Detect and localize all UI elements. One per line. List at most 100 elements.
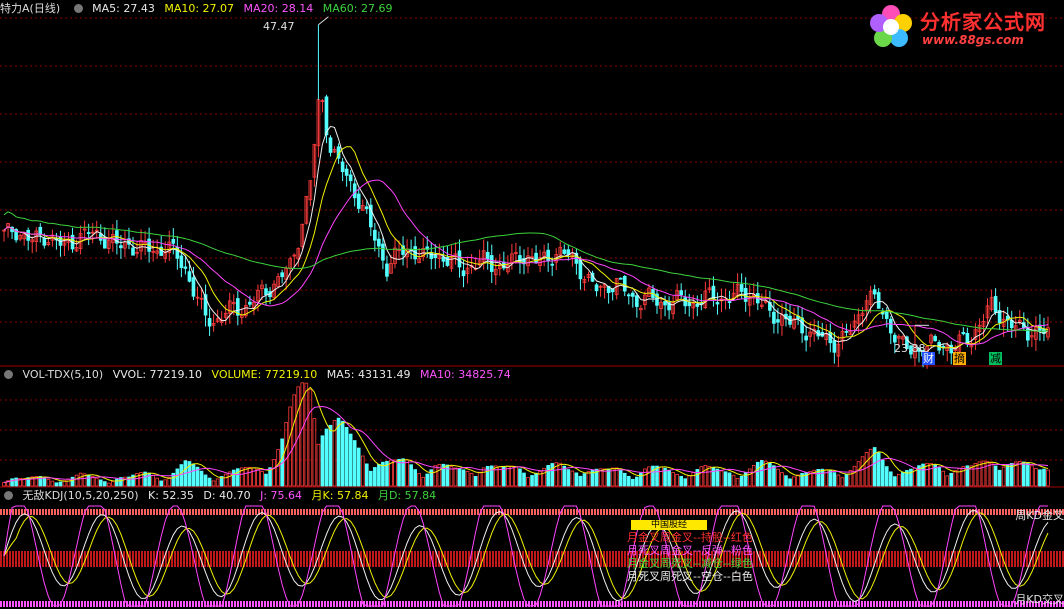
- signal-band-middle: [195, 551, 197, 567]
- ma60-value: MA60: 27.69: [322, 2, 393, 15]
- volume-bar: [610, 467, 615, 487]
- signal-band-bottom: [1008, 601, 1010, 607]
- volume-bar: [409, 464, 413, 487]
- signal-band-middle: [609, 551, 611, 567]
- signal-band-bottom: [483, 601, 485, 607]
- candle-body: [800, 317, 804, 334]
- volume-bar: [26, 477, 31, 487]
- volume-bar: [582, 473, 587, 487]
- signal-band-bottom: [573, 601, 575, 607]
- signal-band-bottom: [522, 601, 524, 607]
- volume-bar: [522, 472, 526, 487]
- volume-bar: [965, 465, 970, 487]
- signal-band-top: [615, 509, 617, 515]
- signal-band-middle: [402, 551, 404, 567]
- signal-band-bottom: [693, 601, 695, 607]
- volume-bar: [393, 459, 397, 487]
- candle-body: [518, 255, 522, 263]
- volume-bar: [151, 475, 155, 487]
- candle-body: [1046, 327, 1050, 338]
- signal-band-bottom: [186, 601, 188, 607]
- signal-band-top: [273, 509, 275, 515]
- signal-band-bottom: [1056, 601, 1058, 607]
- signal-band-middle: [42, 551, 44, 567]
- signal-band-bottom: [600, 601, 602, 607]
- candle-body: [534, 252, 538, 263]
- signal-band-bottom: [609, 601, 611, 607]
- signal-band-middle: [861, 551, 863, 567]
- candle-body: [542, 251, 546, 257]
- candle-body: [497, 264, 502, 270]
- volume-bar: [74, 474, 79, 487]
- signal-band-middle: [540, 551, 542, 567]
- signal-band-middle: [621, 551, 623, 567]
- signal-band-bottom: [480, 601, 482, 607]
- signal-band-middle: [624, 551, 626, 567]
- signal-band-middle: [192, 551, 194, 567]
- signal-band-bottom: [315, 601, 317, 607]
- volume-bar: [631, 478, 635, 487]
- signal-band-middle: [474, 551, 476, 567]
- signal-band-top: [450, 509, 452, 515]
- volume-bar: [667, 469, 671, 487]
- panel-menu-icon[interactable]: [73, 4, 83, 13]
- signal-band-top: [399, 509, 401, 515]
- signal-band-top: [627, 509, 629, 515]
- signal-band-top: [42, 509, 44, 515]
- signal-band-middle: [858, 551, 860, 567]
- event-tag-finance[interactable]: 财: [922, 352, 935, 365]
- signal-band-bottom: [804, 601, 806, 607]
- volume-bar: [977, 461, 982, 487]
- panel-menu-icon[interactable]: [4, 370, 13, 379]
- candle-body: [772, 311, 776, 324]
- volume-bar: [86, 474, 91, 487]
- volume-bar: [6, 480, 10, 487]
- signal-band-top: [696, 509, 698, 515]
- signal-band-top: [78, 509, 80, 515]
- signal-band-bottom: [822, 601, 824, 607]
- signal-band-top: [918, 509, 920, 515]
- volume-bar: [360, 455, 365, 487]
- signal-band-top: [972, 509, 974, 515]
- hint-title: 中国股经: [631, 520, 707, 530]
- signal-band-bottom: [81, 601, 83, 607]
- signal-band-top: [753, 509, 755, 515]
- ma20-value: MA20: 28.14: [243, 2, 314, 15]
- kdj-panel-title: 无敌KDJ(10,5,20,250): [22, 489, 139, 502]
- vvol-value: VVOL: 77219.10: [112, 368, 203, 381]
- signal-band-top: [447, 509, 449, 515]
- volume-bar: [949, 472, 954, 487]
- signal-band-middle: [645, 551, 647, 567]
- signal-band-bottom: [510, 601, 512, 607]
- signal-band-middle: [363, 551, 365, 567]
- signal-band-top: [279, 509, 281, 515]
- signal-band-bottom: [654, 601, 656, 607]
- signal-band-middle: [63, 551, 65, 567]
- signal-band-bottom: [801, 601, 803, 607]
- signal-band-top: [138, 509, 140, 515]
- event-tag-reduce[interactable]: 减: [989, 352, 1002, 365]
- signal-band-middle: [159, 551, 161, 567]
- event-tag-excerpt[interactable]: 摘: [953, 352, 966, 365]
- volume-bar: [647, 466, 651, 487]
- candle-body: [445, 257, 450, 266]
- signal-band-bottom: [642, 601, 644, 607]
- volume-bar: [735, 478, 740, 487]
- signal-band-bottom: [864, 601, 866, 607]
- signal-band-bottom: [975, 601, 977, 607]
- signal-band-middle: [594, 551, 596, 567]
- signal-band-middle: [90, 551, 92, 567]
- signal-band-bottom: [495, 601, 497, 607]
- panel-menu-icon[interactable]: [4, 491, 13, 500]
- vol-ma10-value: MA10: 34825.74: [420, 368, 511, 381]
- signal-band-middle: [564, 551, 566, 567]
- signal-band-top: [897, 509, 899, 515]
- signal-band-middle: [918, 551, 920, 567]
- signal-band-top: [768, 509, 770, 515]
- signal-band-middle: [78, 551, 80, 567]
- signal-band-middle: [1026, 551, 1028, 567]
- signal-band-middle: [495, 551, 497, 567]
- signal-band-bottom: [399, 601, 401, 607]
- volume-bar: [485, 465, 490, 487]
